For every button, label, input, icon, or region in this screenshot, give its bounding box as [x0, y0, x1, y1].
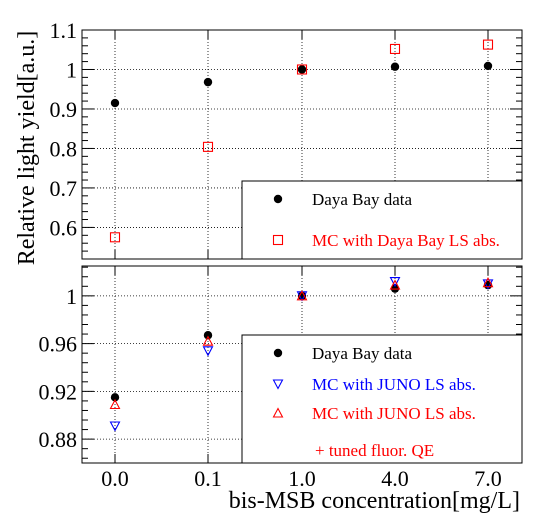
data-point: [389, 43, 401, 55]
legend-label: MC with Daya Bay LS abs.: [312, 231, 500, 250]
data-point: [203, 331, 213, 340]
legend-marker: [272, 407, 284, 418]
data-point: [297, 65, 307, 74]
legend-box: [241, 334, 523, 464]
data-point: [203, 77, 213, 87]
y-tick-label: 0.96: [39, 332, 78, 357]
x-tick-label: 4.0: [381, 466, 409, 491]
y-tick-label: 0.9: [50, 97, 78, 122]
data-point: [297, 291, 307, 301]
y-tick-label: 0.6: [50, 215, 78, 240]
data-point: [389, 279, 401, 290]
legend-label-line2: + tuned fluor. QE: [315, 441, 434, 460]
data-point: [296, 64, 308, 75]
x-tick-label: 7.0: [474, 466, 502, 491]
data-point: [110, 98, 120, 108]
x-tick-label: 0.1: [194, 466, 222, 491]
legend-marker: [272, 234, 284, 246]
data-point: [482, 39, 494, 50]
bottom-panel: 0.88 0.92 0.96 1 0.0 0.1 1.0 4.0 7.0 Daya Bay dat…: [39, 265, 523, 491]
y-tick-label: 1.1: [50, 18, 78, 43]
x-tick-label: 0.0: [101, 466, 129, 491]
data-point: [202, 346, 214, 357]
top-panel: 0.6 0.7 0.8 0.9 1 1.1 Daya Bay data MC with Day…: [50, 18, 523, 260]
data-point: [296, 290, 308, 301]
data-point: [482, 277, 494, 288]
data-point: [483, 61, 493, 71]
legend-marker: [273, 348, 283, 358]
y-tick-label: 1: [66, 284, 77, 309]
y-tick-label: 0.92: [39, 379, 78, 404]
y-tick-label: 0.8: [50, 136, 78, 161]
data-point: [110, 393, 120, 402]
data-point: [109, 421, 121, 432]
data-point: [390, 62, 400, 71]
data-point: [202, 335, 214, 346]
data-point: [202, 141, 214, 152]
data-point: [109, 232, 121, 243]
legend-marker: [272, 379, 284, 390]
y-tick-label: 0.88: [39, 427, 78, 452]
legend-box: [241, 180, 523, 260]
y-tick-label: 0.7: [50, 176, 78, 201]
data-point: [389, 276, 401, 288]
y-axis-label: Relative light yield[a.u.]: [14, 31, 40, 266]
legend-label: Daya Bay data: [312, 190, 413, 209]
legend-label: MC with JUNO LS abs.: [312, 375, 476, 394]
y-tick-label: 1: [66, 57, 77, 82]
legend-marker: [273, 194, 283, 204]
data-point: [109, 398, 121, 410]
legend-label: MC with JUNO LS abs.: [312, 404, 476, 423]
x-tick-label: 1.0: [288, 466, 316, 491]
x-axis-label: bis-MSB concentration[mg/L]: [229, 488, 520, 514]
data-point: [482, 279, 494, 290]
legend-label: Daya Bay data: [312, 344, 413, 363]
